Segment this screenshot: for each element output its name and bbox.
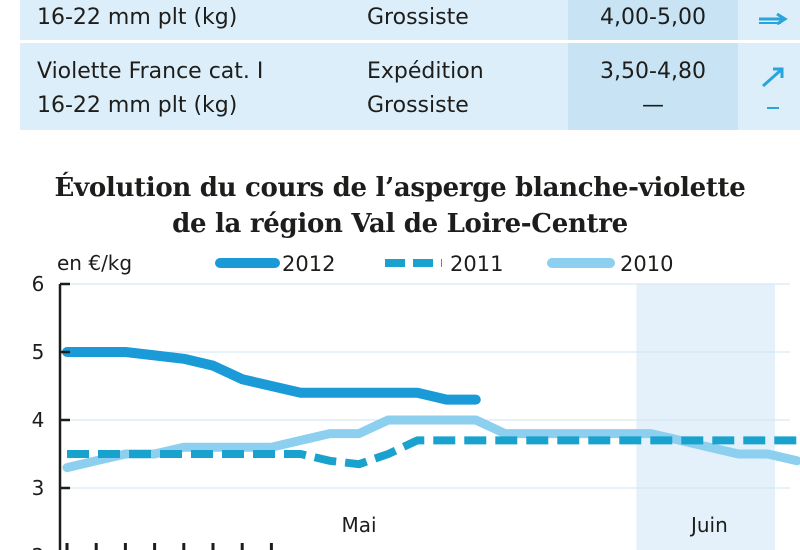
legend-label-2012: 2012	[282, 252, 335, 276]
product-name-line-1: Violette France cat. I	[37, 59, 264, 84]
stable-arrow-icon-svg	[759, 12, 788, 26]
y-ticks: 2 3 4 5 6	[32, 272, 70, 550]
y-tick-label: 5	[32, 340, 45, 364]
market-line-1: Expédition	[367, 59, 484, 84]
series-line-2010	[62, 415, 800, 473]
market-line-2: Grossiste	[367, 93, 469, 118]
stable-arrow-icon	[753, 2, 793, 42]
month-label: Mai	[341, 513, 376, 537]
y-tick-label: 3	[32, 476, 45, 500]
y-tick-label: 6	[32, 272, 45, 296]
up-arrow-icon-svg	[762, 67, 784, 88]
legend-label-2011: 2011	[450, 252, 503, 276]
row-divider	[20, 40, 800, 43]
price-range: 3,50-4,80	[600, 59, 706, 84]
month-label: Juin	[689, 513, 728, 537]
series-line-2012	[62, 347, 481, 405]
series-group	[62, 347, 800, 473]
price-range: 4,00-5,00	[600, 5, 706, 30]
product-name-line-2: 16-22 mm plt (kg)	[37, 5, 238, 30]
dash-icon-svg	[767, 107, 779, 109]
dash-icon	[753, 92, 793, 132]
june-shaded-area	[636, 284, 775, 550]
chart-title-line-2: de la région Val de Loire-Centre	[172, 209, 628, 239]
price-range-empty: —	[642, 93, 664, 118]
price-column-highlight	[568, 0, 738, 130]
chart-title: Évolution du cours de l’asperge blanche-…	[0, 170, 800, 242]
y-tick-label: 2	[32, 544, 45, 550]
y-axis-label: en €/kg	[57, 251, 132, 275]
chart-title-line-1: Évolution du cours de l’asperge blanche-…	[54, 173, 746, 203]
product-name-line-2: 16-22 mm plt (kg)	[37, 93, 238, 118]
y-tick-label: 4	[32, 408, 45, 432]
legend: 2012 2011 2010	[215, 252, 673, 276]
price-table: 16-22 mm plt (kg) Grossiste 4,00-5,00 Vi…	[20, 0, 800, 130]
market-line-2: Grossiste	[367, 5, 469, 30]
x-ticks	[65, 543, 273, 550]
month-labels: Mai Juin	[341, 513, 727, 537]
up-arrow-icon	[753, 60, 793, 100]
legend-label-2010: 2010	[620, 252, 673, 276]
